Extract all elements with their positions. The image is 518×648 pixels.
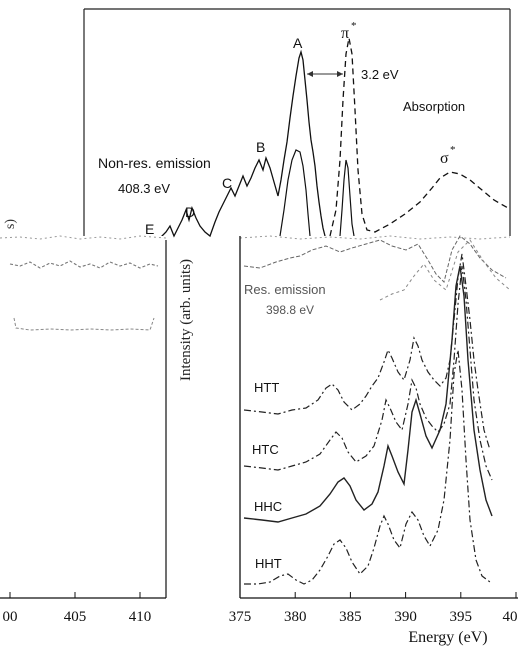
shift-arrowhead-right bbox=[337, 71, 343, 77]
peak-label-a: A bbox=[293, 35, 303, 51]
left-ylabel-fragment: s) bbox=[3, 219, 18, 229]
htt-label: HTT bbox=[254, 380, 279, 395]
htc-label: HTC bbox=[252, 442, 279, 457]
hhc-spectrum bbox=[243, 265, 493, 523]
left-tick-label-405: 405 bbox=[64, 609, 87, 625]
x-axis-ticks: 375 380 385 390 395 40 bbox=[229, 592, 518, 625]
left-tick-label-410: 410 bbox=[129, 609, 152, 625]
x-axis-label: Energy (eV) bbox=[408, 629, 487, 646]
htc-spectrum bbox=[243, 265, 493, 481]
y-axis-label: Intensity (arb. units) bbox=[178, 259, 194, 381]
left-tick-label-00: 00 bbox=[3, 609, 18, 625]
absorption-curve bbox=[329, 37, 509, 237]
x-tick-label-390: 390 bbox=[394, 609, 417, 625]
nonres-energy-label: 408.3 eV bbox=[118, 181, 170, 196]
nonres-emission-inner-curve bbox=[279, 149, 311, 237]
pi-star-symbol: π bbox=[341, 25, 349, 42]
peak-label-e: E bbox=[145, 221, 154, 237]
res-emission-trace-2 bbox=[379, 239, 511, 301]
x-tick-label-40: 40 bbox=[503, 609, 518, 625]
hht-label: HHT bbox=[255, 556, 282, 571]
x-tick-label-385: 385 bbox=[339, 609, 362, 625]
shift-label: 3.2 eV bbox=[361, 67, 399, 82]
sigma-star-symbol: σ bbox=[440, 150, 449, 167]
x-tick-label-375: 375 bbox=[229, 609, 252, 625]
peak-label-b: B bbox=[256, 139, 265, 155]
x-tick-label-380: 380 bbox=[284, 609, 307, 625]
res-energy-label: 398.8 eV bbox=[266, 303, 314, 317]
res-emission-label: Res. emission bbox=[244, 282, 326, 297]
pi-star-superscript: * bbox=[351, 20, 357, 32]
absorption-label: Absorption bbox=[403, 99, 465, 114]
pi-star-solid-peak bbox=[339, 159, 355, 237]
left-trace-upper bbox=[9, 260, 159, 269]
x-tick-label-395: 395 bbox=[450, 609, 473, 625]
peak-label-d: D bbox=[185, 204, 195, 220]
hhc-label: HHC bbox=[254, 499, 282, 514]
shift-arrowhead-left bbox=[307, 71, 313, 77]
hht-spectrum bbox=[244, 349, 491, 585]
res-emission-trace bbox=[243, 235, 507, 283]
bottom-left-panel bbox=[0, 236, 166, 648]
peak-label-c: C bbox=[222, 175, 232, 191]
left-trace-lower bbox=[13, 317, 155, 331]
bottom-right-top-edge bbox=[239, 235, 511, 240]
htt-spectrum bbox=[243, 253, 491, 451]
sigma-star-superscript: * bbox=[450, 144, 456, 156]
bottom-left-top-edge bbox=[0, 235, 167, 240]
nonres-emission-curve bbox=[159, 49, 326, 239]
bottom-right-panel bbox=[240, 236, 518, 648]
nonres-emission-label: Non-res. emission bbox=[98, 155, 211, 171]
